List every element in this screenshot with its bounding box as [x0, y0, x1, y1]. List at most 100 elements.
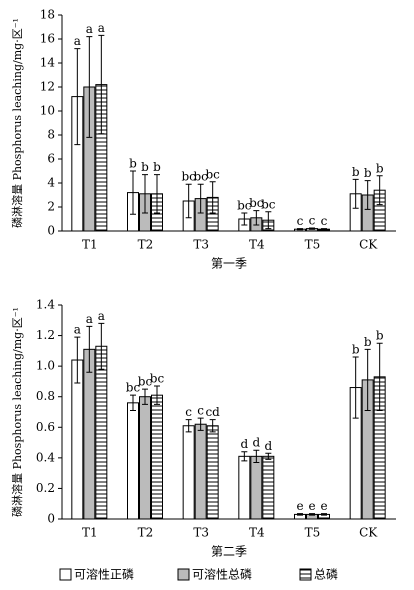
error-bar: [352, 178, 359, 209]
significance-letter: bc: [249, 196, 264, 210]
significance-letter: e: [320, 499, 327, 513]
y-tick-label: 18: [40, 8, 55, 22]
error-bar: [86, 325, 93, 373]
error-bar: [209, 419, 216, 433]
legend-swatch: [59, 568, 72, 581]
error-bar: [185, 419, 192, 433]
significance-letter: b: [364, 335, 372, 349]
error-bar: [74, 48, 81, 146]
significance-letter: bc: [237, 199, 252, 213]
error-bar: [241, 212, 248, 226]
error-bar: [142, 388, 148, 405]
x-tick-label: CK: [359, 238, 378, 252]
error-bar: [309, 227, 315, 230]
y-tick-label: 8: [47, 128, 55, 142]
error-bar: [265, 211, 272, 230]
error-bar: [98, 34, 105, 135]
error-bar: [74, 336, 81, 384]
significance-letter: bc: [138, 375, 153, 389]
bar: [182, 425, 195, 520]
y-tick-label: 0.6: [36, 420, 55, 434]
error-bar: [154, 385, 160, 405]
y-tick-label: 14: [40, 56, 56, 70]
error-bar: [197, 183, 204, 214]
bar: [206, 425, 219, 520]
significance-letter: b: [153, 160, 161, 174]
bar: [250, 455, 263, 520]
y-tick-label: 0.2: [36, 481, 55, 495]
bar: [262, 455, 275, 520]
error-bar: [376, 342, 383, 411]
bar: [194, 423, 207, 520]
significance-letter: b: [352, 342, 360, 356]
y-tick-label: 0: [47, 512, 55, 526]
significance-letter: bc: [181, 170, 196, 184]
x-tick-label: T3: [193, 526, 209, 540]
x-tick-label: T4: [249, 526, 265, 540]
error-bar: [321, 228, 327, 231]
significance-letter: b: [352, 165, 360, 179]
significance-letter: bc: [126, 381, 141, 395]
significance-letter: a: [74, 34, 81, 48]
x-tick-label: T2: [138, 238, 154, 252]
bar: [139, 396, 151, 520]
legend-label: 总磷: [314, 567, 338, 582]
legend-swatch: [299, 568, 312, 581]
error-bar: [86, 36, 93, 138]
significance-letter: c: [321, 214, 328, 228]
y-tick-label: 10: [40, 104, 55, 118]
bar: [151, 394, 163, 520]
significance-letter: b: [376, 161, 384, 175]
significance-letter: c: [197, 404, 204, 418]
error-bar: [185, 183, 192, 219]
significance-letter: bc: [205, 167, 220, 181]
error-bar: [309, 513, 315, 516]
error-bar: [130, 394, 136, 411]
significance-letter: b: [364, 166, 372, 180]
error-bar: [98, 322, 105, 370]
y-tick-label: 1.0: [36, 359, 55, 373]
bar: [238, 455, 251, 520]
y-tick-label: 2: [47, 200, 55, 214]
significance-letter: c: [185, 405, 192, 419]
significance-letter: cd: [205, 405, 220, 419]
y-tick-label: 1.2: [36, 328, 55, 342]
significance-letter: d: [240, 437, 248, 451]
x-tick-label: T5: [305, 238, 321, 252]
significance-letter: a: [86, 22, 93, 36]
error-bar: [154, 174, 160, 214]
bar: [95, 345, 108, 520]
error-bar: [241, 451, 248, 462]
significance-letter: bc: [261, 197, 276, 211]
error-bar: [364, 348, 371, 411]
y-tick-label: 4: [47, 176, 55, 190]
significance-letter: a: [86, 312, 93, 326]
y-axis-label: 磷淋溶量 Phosphorus leaching/mg·区⁻¹: [10, 307, 24, 517]
significance-letter: e: [308, 499, 315, 513]
significance-letter: b: [129, 157, 137, 171]
significance-letter: e: [296, 499, 303, 513]
error-bar: [253, 449, 260, 463]
x-tick-label: T4: [249, 238, 265, 252]
x-axis-label: 第二季: [211, 545, 247, 559]
x-tick-label: CK: [359, 526, 378, 540]
bar: [83, 348, 96, 520]
significance-letter: bc: [150, 372, 165, 386]
y-tick-label: 16: [40, 32, 55, 46]
x-tick-label: T1: [82, 238, 98, 252]
x-tick-label: T2: [138, 526, 154, 540]
error-bar: [297, 228, 303, 231]
legend-label: 可溶性正磷: [74, 567, 134, 582]
significance-letter: c: [309, 214, 316, 228]
x-tick-label: T1: [82, 526, 98, 540]
bar: [127, 402, 139, 520]
y-tick-label: 0.8: [36, 389, 55, 403]
significance-letter: b: [141, 160, 149, 174]
significance-letter: d: [264, 439, 272, 453]
error-bar: [197, 417, 204, 431]
significance-letter: bc: [193, 170, 208, 184]
significance-letter: a: [98, 21, 105, 35]
y-tick-label: 12: [40, 80, 55, 94]
significance-letter: c: [297, 214, 304, 228]
